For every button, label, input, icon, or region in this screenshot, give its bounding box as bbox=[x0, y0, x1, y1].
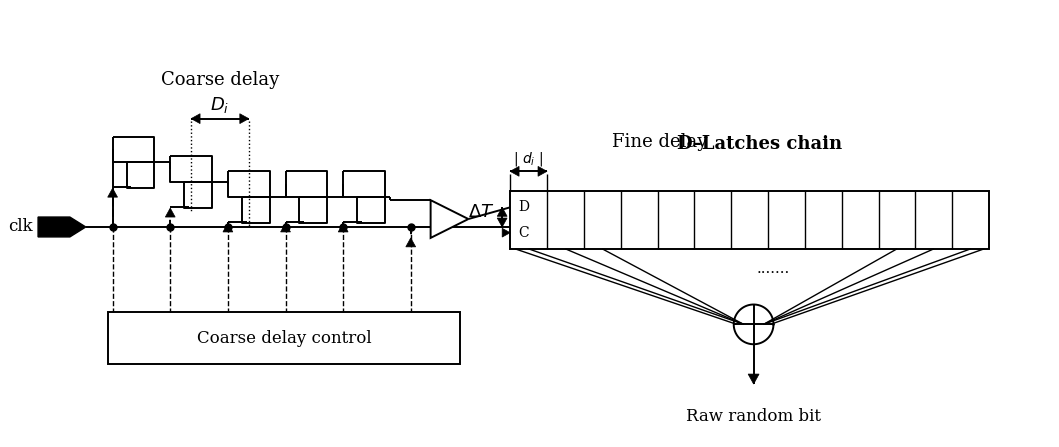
Polygon shape bbox=[538, 166, 546, 176]
Text: .......: ....... bbox=[757, 261, 790, 276]
Text: Coarse delay control: Coarse delay control bbox=[197, 330, 372, 347]
Text: D–Latches chain: D–Latches chain bbox=[677, 135, 842, 153]
Polygon shape bbox=[748, 374, 759, 384]
Polygon shape bbox=[338, 223, 348, 232]
Text: $|\ d_i\ |$: $|\ d_i\ |$ bbox=[514, 150, 543, 169]
Polygon shape bbox=[498, 207, 507, 216]
Polygon shape bbox=[191, 114, 200, 123]
Polygon shape bbox=[502, 228, 510, 237]
Polygon shape bbox=[406, 238, 416, 247]
Text: $\Delta T$: $\Delta T$ bbox=[468, 203, 495, 221]
Polygon shape bbox=[431, 200, 468, 238]
Polygon shape bbox=[498, 218, 507, 227]
Polygon shape bbox=[223, 223, 233, 232]
Polygon shape bbox=[239, 114, 249, 123]
Polygon shape bbox=[281, 223, 290, 232]
Bar bbox=[108, 312, 461, 364]
Text: Fine delay: Fine delay bbox=[611, 134, 706, 152]
Polygon shape bbox=[38, 217, 86, 237]
Text: $D_i$: $D_i$ bbox=[211, 95, 230, 115]
Text: C: C bbox=[518, 226, 528, 240]
Text: clk: clk bbox=[8, 219, 33, 236]
Polygon shape bbox=[165, 208, 175, 217]
Text: Raw random bit: Raw random bit bbox=[686, 408, 821, 425]
Text: D: D bbox=[518, 200, 530, 215]
Polygon shape bbox=[108, 188, 118, 197]
Bar bbox=[510, 191, 989, 249]
Polygon shape bbox=[510, 166, 519, 176]
Text: Coarse delay: Coarse delay bbox=[161, 71, 280, 89]
